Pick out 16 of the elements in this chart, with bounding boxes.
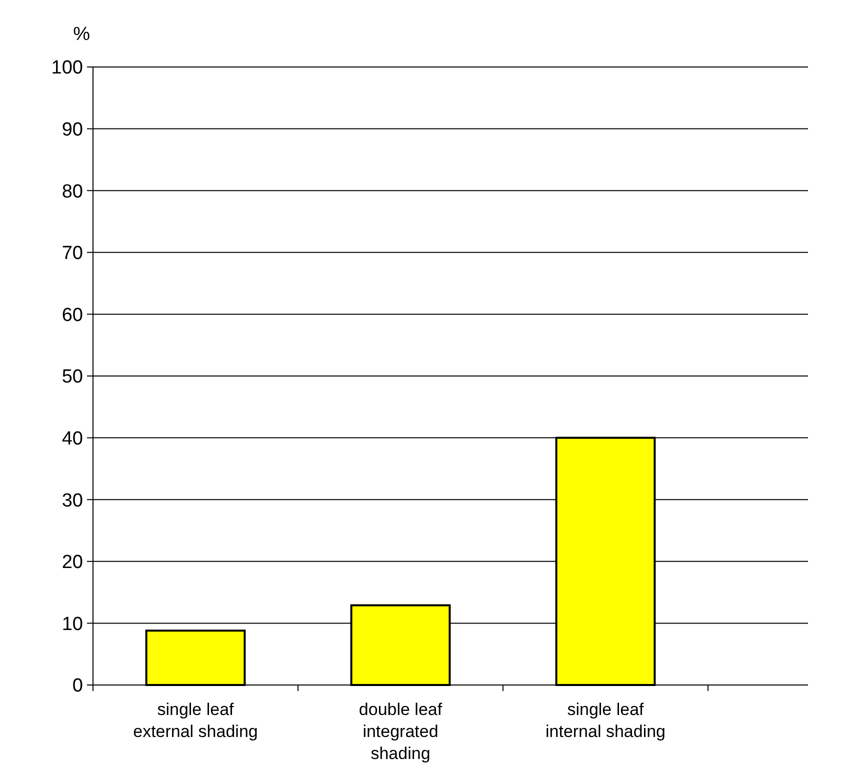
x-tick-label: single leaf external shading [133, 700, 258, 741]
y-tick-label: 0 [72, 676, 83, 697]
y-tick-label: 20 [62, 552, 83, 574]
y-tick-label: 70 [62, 243, 83, 264]
y-tick-label: 30 [62, 490, 83, 512]
y-tick-label: 10 [62, 614, 83, 635]
y-tick-label: 50 [62, 366, 83, 388]
x-tick-label: double leaf integrated shading [358, 700, 442, 763]
y-tick-label: 80 [62, 181, 83, 202]
bar [145, 630, 246, 686]
y-axis-title: % [73, 24, 90, 45]
y-tick-label: 100 [51, 58, 83, 79]
y-tick-label: 60 [62, 304, 83, 326]
x-tick-label: single leaf internal shading [545, 700, 666, 741]
y-tick-label: 90 [62, 119, 83, 140]
y-tick-label: 40 [62, 428, 83, 450]
